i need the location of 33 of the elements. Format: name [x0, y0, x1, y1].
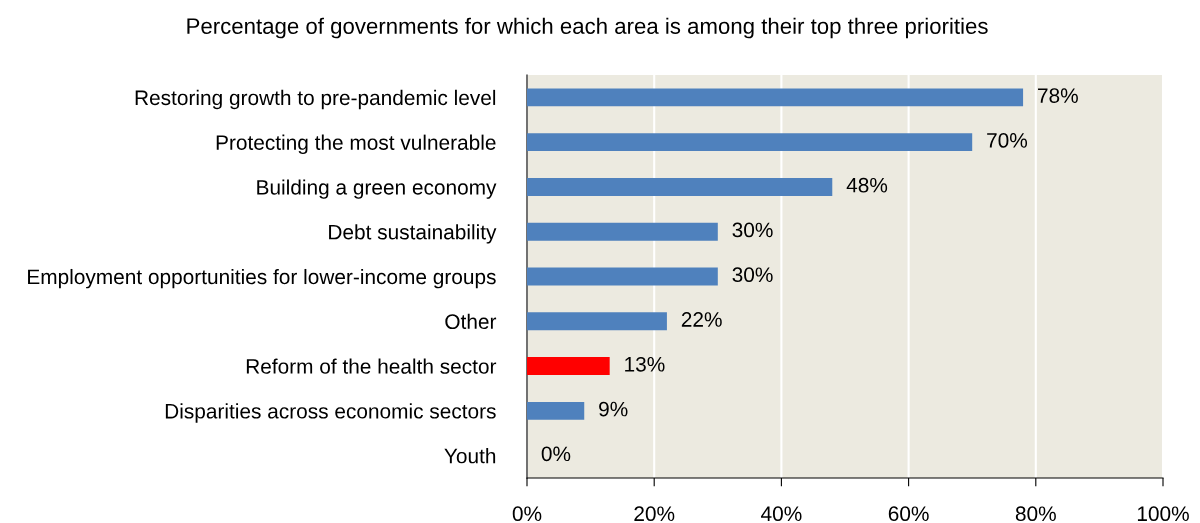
bar: [527, 312, 667, 331]
data-label: 30%: [732, 222, 773, 238]
x-tick-label: 0%: [512, 506, 542, 522]
data-label: 0%: [541, 446, 571, 462]
data-label: 13%: [625, 356, 665, 372]
x-tick-label: 80%: [1015, 506, 1056, 522]
y-tick-label: Other: [445, 313, 497, 330]
bar: [527, 177, 833, 196]
bar: [527, 401, 585, 420]
data-label: 78%: [1038, 88, 1078, 103]
data-label: 9%: [599, 401, 628, 417]
y-tick-label: Debt sustainability: [329, 224, 497, 244]
y-tick-label: Youth: [444, 448, 496, 464]
y-tick-label: Disparities across economic sectors: [165, 403, 496, 423]
data-label: 48%: [846, 177, 888, 193]
bar: [527, 133, 973, 152]
chart-title: Percentage of governments for which each area is among their top three priorities: [187, 17, 988, 39]
x-tick-label: 60%: [888, 506, 929, 522]
y-tick-label: Protecting the most vulnerable: [216, 134, 496, 155]
data-label: 22%: [681, 312, 722, 327]
bar: [527, 267, 718, 286]
bar: [527, 357, 610, 376]
y-tick-label: Reform of the health sector: [246, 358, 497, 374]
y-tick-label: Employment opportunities for lower-income groups: [28, 268, 496, 289]
x-tick-label: 100%: [1137, 506, 1189, 522]
data-label: 30%: [732, 267, 773, 283]
bar: [527, 222, 718, 241]
x-tick-label: 40%: [761, 506, 802, 522]
data-label: 70%: [987, 133, 1028, 148]
y-tick-label: Restoring growth to pre-pandemic level: [135, 89, 496, 110]
x-tick-label: 20%: [634, 506, 675, 522]
bar: [527, 88, 1024, 107]
y-tick-label: Building a green economy: [257, 179, 497, 199]
